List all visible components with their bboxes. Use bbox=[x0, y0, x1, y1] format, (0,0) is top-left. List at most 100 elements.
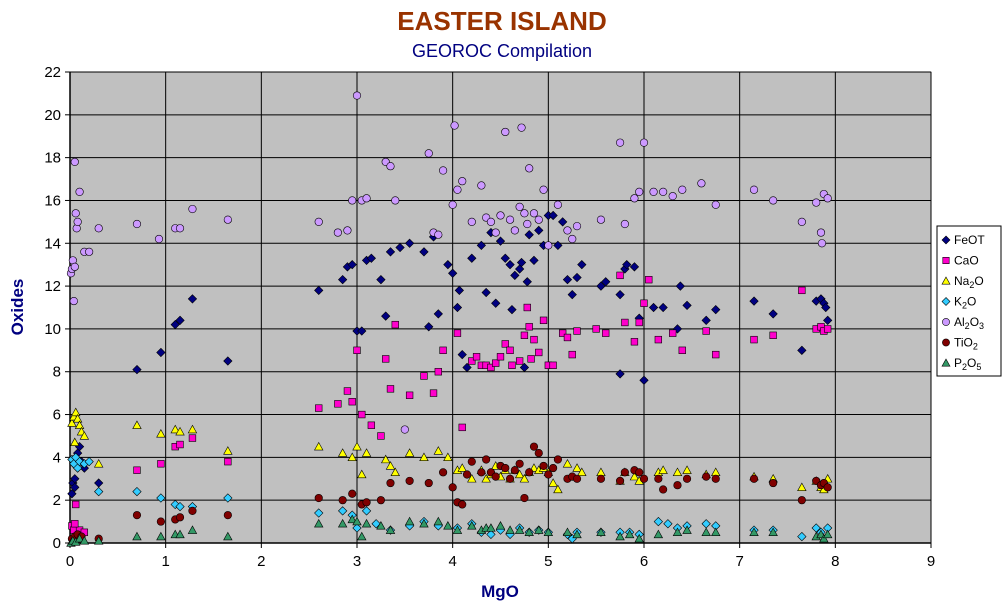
data-point bbox=[514, 525, 525, 534]
data-point bbox=[567, 290, 577, 300]
x-tick-label: 3 bbox=[353, 553, 361, 570]
data-point bbox=[635, 318, 643, 327]
data-point bbox=[500, 253, 510, 263]
data-point bbox=[224, 457, 232, 466]
data-point bbox=[467, 521, 477, 530]
data-point bbox=[75, 187, 84, 196]
data-point bbox=[433, 309, 443, 319]
data-point bbox=[453, 185, 462, 194]
y-tick-label: 14 bbox=[44, 235, 61, 252]
legend-marker bbox=[942, 318, 950, 326]
data-point bbox=[79, 431, 90, 440]
data-point bbox=[749, 527, 759, 536]
y-tick-label: 6 bbox=[53, 407, 61, 424]
data-point bbox=[558, 217, 568, 227]
data-point bbox=[645, 276, 653, 284]
data-point bbox=[534, 225, 544, 236]
data-point bbox=[67, 418, 77, 427]
data-point bbox=[553, 484, 563, 494]
data-point bbox=[188, 506, 197, 515]
data-point bbox=[420, 372, 428, 380]
data-point bbox=[176, 440, 184, 449]
data-point bbox=[616, 476, 625, 485]
data-point bbox=[615, 290, 625, 300]
data-point bbox=[467, 253, 477, 263]
data-point bbox=[404, 238, 415, 248]
data-point bbox=[487, 363, 495, 372]
data-point bbox=[448, 483, 457, 492]
data-point bbox=[523, 219, 532, 229]
data-point bbox=[223, 493, 233, 503]
data-point bbox=[563, 333, 572, 342]
data-point bbox=[157, 460, 165, 468]
y-tick-label: 18 bbox=[44, 150, 61, 167]
data-point bbox=[156, 531, 166, 541]
data-point bbox=[769, 331, 777, 339]
data-point bbox=[639, 375, 649, 385]
data-point bbox=[549, 361, 557, 369]
data-point bbox=[457, 463, 467, 472]
data-point bbox=[769, 196, 778, 205]
data-point bbox=[358, 410, 366, 419]
data-point bbox=[386, 162, 395, 171]
data-point bbox=[675, 281, 685, 291]
data-point bbox=[223, 446, 233, 455]
legend-label: CaO bbox=[954, 254, 979, 268]
data-point bbox=[450, 121, 459, 130]
data-point bbox=[516, 257, 527, 268]
data-point bbox=[682, 525, 692, 534]
legend-label-part: O bbox=[974, 274, 983, 288]
data-point bbox=[367, 421, 376, 429]
data-point bbox=[673, 481, 682, 490]
data-point bbox=[768, 309, 778, 319]
x-tick-label: 7 bbox=[735, 553, 743, 570]
data-point bbox=[348, 196, 357, 205]
data-point bbox=[654, 474, 663, 483]
data-point bbox=[391, 320, 399, 329]
data-point bbox=[468, 357, 476, 365]
data-point bbox=[343, 226, 352, 235]
data-point bbox=[819, 533, 829, 543]
data-point bbox=[390, 467, 400, 477]
legend-marker bbox=[941, 235, 951, 245]
y-axis-label: Oxides bbox=[8, 279, 27, 336]
legend-marker bbox=[942, 338, 950, 347]
data-point bbox=[562, 275, 573, 285]
data-point bbox=[74, 533, 85, 543]
data-point bbox=[348, 398, 356, 406]
data-point bbox=[659, 485, 668, 494]
legend-label: Al2O3 bbox=[954, 315, 984, 331]
data-point bbox=[70, 262, 79, 271]
legend-label-part: O bbox=[967, 356, 976, 370]
data-point bbox=[187, 424, 198, 434]
legend-label-part: 2 bbox=[962, 362, 967, 372]
legend-label-part: K bbox=[954, 295, 962, 309]
data-point bbox=[156, 347, 166, 358]
data-point bbox=[352, 441, 362, 451]
series-cao bbox=[68, 271, 832, 536]
data-point bbox=[376, 275, 386, 285]
data-point bbox=[170, 320, 180, 330]
legend-label-part: Al bbox=[954, 315, 965, 329]
data-point bbox=[467, 217, 476, 226]
data-point bbox=[711, 527, 721, 536]
data-point bbox=[529, 442, 539, 451]
data-point bbox=[697, 179, 706, 188]
data-point bbox=[514, 469, 525, 479]
data-point bbox=[386, 478, 395, 488]
data-point bbox=[572, 529, 582, 539]
data-point bbox=[187, 294, 198, 304]
legend-marker bbox=[941, 358, 951, 367]
data-point bbox=[769, 478, 778, 488]
series-p2o5 bbox=[66, 514, 833, 547]
data-point bbox=[382, 355, 390, 363]
data-point bbox=[188, 434, 197, 442]
data-point bbox=[616, 138, 625, 147]
data-point bbox=[154, 234, 164, 244]
data-point bbox=[817, 239, 827, 248]
data-point bbox=[348, 489, 357, 498]
data-point bbox=[553, 200, 562, 209]
data-point bbox=[395, 242, 405, 253]
